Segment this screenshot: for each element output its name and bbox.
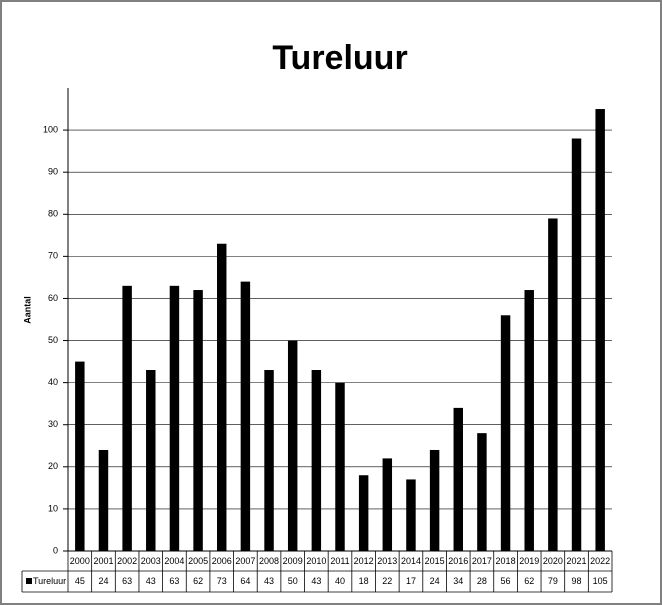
y-tick-label: 40 — [48, 377, 58, 387]
x-tick-label: 2021 — [567, 556, 587, 566]
x-tick-label: 2010 — [306, 556, 326, 566]
bar — [548, 218, 558, 551]
x-tick-label: 2015 — [425, 556, 445, 566]
bar — [382, 458, 393, 551]
legend-label: Tureluur — [33, 576, 66, 586]
x-tick-label: 2014 — [401, 556, 421, 566]
table-value: 43 — [311, 576, 321, 586]
bar — [429, 449, 440, 551]
bar — [217, 243, 227, 551]
y-tick-label: 70 — [48, 251, 58, 261]
table-value: 56 — [501, 576, 511, 586]
x-tick-label: 2007 — [235, 556, 255, 566]
bar — [287, 340, 298, 551]
table-value: 28 — [477, 576, 487, 586]
x-tick-label: 2009 — [283, 556, 303, 566]
x-tick-label: 2002 — [117, 556, 137, 566]
table-value: 24 — [98, 576, 108, 586]
chart-title: Tureluur — [272, 39, 407, 77]
x-tick-label: 2018 — [496, 556, 516, 566]
table-value: 40 — [335, 576, 345, 586]
table-value: 17 — [406, 576, 416, 586]
bar — [358, 475, 369, 551]
x-tick-label: 2011 — [330, 556, 349, 566]
bar — [240, 281, 251, 551]
x-tick-label: 2022 — [590, 556, 610, 566]
table-value: 43 — [146, 576, 156, 586]
table-value: 24 — [430, 576, 440, 586]
table-value: 45 — [75, 576, 85, 586]
table-value: 18 — [359, 576, 369, 586]
y-tick-label: 30 — [48, 419, 58, 429]
y-tick-label: 100 — [43, 124, 58, 134]
x-tick-label: 2003 — [141, 556, 161, 566]
bar — [524, 290, 534, 551]
y-axis-label: Aantal — [22, 296, 32, 324]
table-value: 63 — [122, 576, 132, 586]
bar — [146, 370, 156, 551]
x-tick-label: 2019 — [519, 556, 539, 566]
y-tick-label: 50 — [48, 335, 58, 345]
bar — [335, 382, 345, 551]
table-value: 62 — [524, 576, 534, 586]
table-value: 98 — [572, 576, 582, 586]
x-tick-label: 2006 — [212, 556, 232, 566]
y-tick-label: 20 — [48, 461, 58, 471]
bar — [264, 370, 274, 551]
bar — [122, 285, 132, 551]
x-tick-label: 2004 — [164, 556, 184, 566]
y-tick-label: 0 — [53, 545, 58, 555]
bar — [453, 407, 463, 551]
table-value: 63 — [169, 576, 179, 586]
y-tick-label: 90 — [48, 167, 58, 177]
y-tick-label: 60 — [48, 293, 58, 303]
table-value: 64 — [240, 576, 250, 586]
x-tick-label: 2001 — [93, 556, 113, 566]
y-tick-label: 80 — [48, 209, 58, 219]
x-tick-label: 2020 — [543, 556, 563, 566]
bar — [193, 290, 203, 551]
x-tick-label: 2008 — [259, 556, 279, 566]
x-tick-label: 2000 — [70, 556, 90, 566]
table-value: 22 — [382, 576, 392, 586]
bar — [595, 109, 605, 551]
x-tick-label: 2016 — [448, 556, 468, 566]
bar — [406, 479, 416, 551]
bar — [477, 433, 487, 551]
bar — [169, 285, 180, 551]
y-tick-label: 10 — [48, 503, 58, 513]
table-value: 79 — [548, 576, 558, 586]
x-tick-label: 2012 — [354, 556, 374, 566]
table-value: 43 — [264, 576, 274, 586]
table-value: 50 — [288, 576, 298, 586]
bar — [75, 361, 85, 551]
table-value: 34 — [453, 576, 463, 586]
bar — [311, 370, 322, 551]
legend-key — [26, 578, 32, 584]
x-tick-label: 2013 — [377, 556, 397, 566]
bar — [500, 315, 511, 551]
bar — [98, 449, 109, 551]
table-value: 73 — [217, 576, 227, 586]
table-value: 62 — [193, 576, 203, 586]
x-tick-label: 2005 — [188, 556, 208, 566]
x-tick-label: 2017 — [472, 556, 492, 566]
bar — [571, 138, 582, 551]
table-value: 105 — [593, 576, 608, 586]
